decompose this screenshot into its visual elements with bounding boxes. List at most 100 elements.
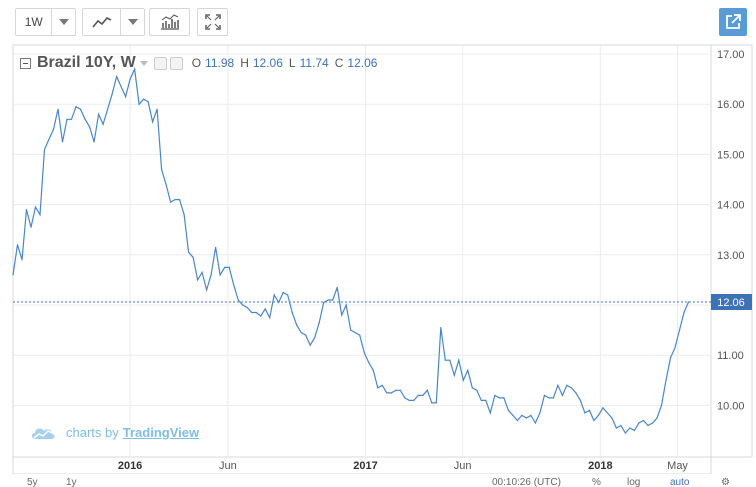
data-point [111,93,113,95]
y-tick-label: 10.00 [717,400,745,412]
data-point [79,108,82,110]
gear-icon[interactable]: ⚙ [721,477,730,487]
data-point [179,199,181,201]
data-point [354,332,356,334]
price-tag-background [711,293,752,310]
data-point [687,301,690,303]
data-point [467,369,469,371]
data-point [480,399,482,401]
data-point [359,334,361,336]
data-point [507,409,509,411]
data-point [57,108,59,110]
bar-style-selector[interactable] [82,8,145,36]
bar-style-button[interactable] [83,9,120,35]
data-point [521,414,523,416]
percent-toggle[interactable]: % [592,477,601,487]
range-1y-button[interactable]: 1y [66,477,77,487]
high-key: H [240,56,249,70]
chevron-down-icon [58,19,69,25]
interval-button[interactable]: 1W [24,15,43,29]
low-value: 11.74 [299,56,329,70]
data-point [251,311,253,314]
data-point [642,419,645,422]
data-point [246,306,248,309]
data-point [120,86,122,88]
x-tick-label: Jun [454,460,472,472]
grid [13,45,711,457]
data-point [192,256,194,258]
data-point [188,251,190,253]
symbol-title[interactable]: Brazil 10Y, W [37,54,136,71]
data-point [300,332,302,334]
data-point [620,424,622,427]
data-point [102,123,104,125]
price-tag-label: 12.06 [717,297,745,309]
data-point [588,409,591,411]
data-point [98,113,100,115]
x-tick-label: 2016 [118,460,142,472]
data-point [70,118,73,120]
data-point [52,128,55,130]
data-point [143,98,145,100]
series-points [12,68,690,434]
indicators-icon [160,14,179,30]
tradingview-watermark[interactable]: charts by TradingView [30,424,199,440]
fullscreen-icon [204,14,221,30]
data-point [89,126,91,128]
data-point [390,392,392,394]
data-point [431,402,433,404]
data-point [665,379,667,381]
chevron-down-icon[interactable] [139,60,148,66]
data-point [593,419,595,422]
indicators-button[interactable] [149,8,190,36]
log-toggle[interactable]: log [627,477,641,487]
data-point [197,279,199,281]
collapse-icon[interactable] [20,57,31,69]
interval-selector[interactable]: 1W [15,8,76,36]
data-point [25,209,28,211]
data-point [291,311,293,314]
data-point [566,384,568,386]
data-point [174,199,176,201]
x-tick-label: 2017 [353,460,377,472]
data-point [260,315,262,317]
data-point [372,369,374,371]
data-point [458,359,460,361]
data-point [606,412,609,414]
data-point [462,379,464,381]
data-point [404,397,406,399]
data-point [152,121,154,123]
share-icon [726,14,741,29]
data-point [512,414,514,416]
x-tick-label: Jun [219,460,237,472]
line-chart-icon [92,17,112,28]
data-point [368,362,370,364]
y-tick-label: 13.00 [717,250,745,262]
data-point [485,399,487,401]
interval-dropdown[interactable] [52,9,75,35]
data-point [444,359,446,361]
auto-toggle[interactable]: auto [670,477,690,487]
data-point [570,387,573,389]
share-button[interactable] [719,8,747,36]
y-tick-label: 17.00 [717,49,745,61]
clock-readout: 00:10:26 (UTC) [492,477,561,487]
data-point [206,289,208,291]
legend: Brazil 10Y, W O 11.98 H 12.06 L 11.74 C … [20,53,377,73]
settings-icon[interactable] [153,56,167,70]
high-value: 12.06 [252,56,283,70]
range-5y-button[interactable]: 5y [27,477,38,487]
data-point [417,394,419,396]
data-point [309,344,311,346]
data-point [629,427,631,429]
price-chart[interactable]: 17.0016.0015.0014.0013.0012.0011.0010.00… [0,44,756,474]
gear-icon[interactable] [169,56,183,70]
watermark-brand-link[interactable]: TradingView [122,424,200,440]
data-point [21,259,23,261]
bottom-bar: 5y 1y 00:10:26 (UTC) % log auto ⚙ [0,474,756,487]
watermark-prefix: charts by [66,424,119,440]
fullscreen-button[interactable] [197,8,228,36]
bar-style-dropdown[interactable] [121,9,144,35]
data-point [242,304,244,306]
data-point [93,141,95,143]
